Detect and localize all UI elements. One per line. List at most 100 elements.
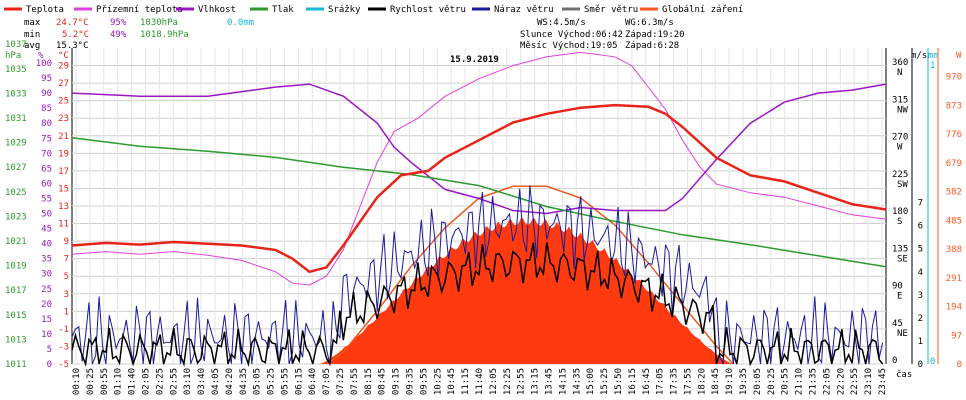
radiation-tick: 582 (946, 188, 962, 198)
humidity-tick: 100 (36, 59, 52, 69)
x-tick: 05:05 (253, 368, 263, 395)
wind-tick: 3 (918, 291, 923, 301)
radiation-tick: 485 (946, 216, 962, 226)
x-tick: 13:45 (544, 368, 554, 395)
legend-label: Náraz větru (494, 5, 554, 15)
ground-temp-line (71, 51, 887, 286)
temperature-tick: 5 (64, 272, 69, 282)
humidity-tick: 50 (41, 210, 52, 220)
humidity-tick: 10 (41, 330, 52, 340)
legend-label: Přízemní teplota (96, 5, 183, 15)
humidity-tick: 90 (41, 89, 52, 99)
temperature-tick: 19 (58, 149, 69, 159)
x-tick: 03:40 (197, 368, 207, 395)
x-tick: 18:45 (711, 368, 721, 395)
x-tick: 02:25 (155, 368, 165, 395)
humidity-tick: 65 (41, 164, 52, 174)
wind-dir-tick: 0 (892, 356, 897, 366)
info-moon-set: Západ:6:28 (625, 41, 679, 51)
legend-label: Vlhkost (198, 5, 236, 15)
stat-max-label: max (24, 18, 41, 28)
x-tick: 10:45 (447, 368, 457, 395)
x-tick: 20:25 (767, 368, 777, 395)
x-tick: 05:55 (280, 368, 290, 395)
x-tick: 06:15 (294, 368, 304, 395)
wind-dir-label: SW (897, 180, 908, 190)
wind-dir-label: E (897, 292, 902, 302)
x-tick: 11:15 (461, 368, 471, 395)
wind-dir-tick: 90 (892, 282, 903, 292)
x-tick: 08:15 (364, 368, 374, 395)
wind-dir-tick: 315 (892, 95, 908, 105)
wind-dir-label: W (897, 143, 903, 153)
x-tick: 02:05 (141, 368, 151, 395)
legend-label: Tlak (272, 5, 294, 15)
x-tick: 21:35 (809, 368, 819, 395)
temperature-tick: 23 (58, 114, 69, 124)
x-tick: 09:15 (392, 368, 402, 395)
legend-label: Globální záření (662, 5, 743, 15)
info-wg: WG:6.3m/s (625, 18, 674, 28)
pressure-tick: 1033 (5, 89, 27, 99)
radiation-tick: 0 (957, 360, 962, 370)
temperature-tick: 27 (58, 79, 69, 89)
humidity-tick: 70 (41, 149, 52, 159)
axes: hPa% °C1037103510331031102910271025102310… (5, 40, 962, 395)
x-tick: 23:10 (864, 368, 874, 395)
pressure-tick: 1021 (5, 237, 27, 247)
wind-tick: 2 (918, 314, 923, 324)
x-tick: 15:50 (614, 368, 624, 395)
x-tick: 06:40 (308, 368, 318, 395)
x-tick: 11:40 (475, 368, 485, 395)
x-tick: 00:55 (100, 368, 110, 395)
x-tick: 12:55 (517, 368, 527, 395)
stat-min-hum: 49% (110, 30, 127, 40)
x-tick: 07:55 (350, 368, 360, 395)
legend-label: Teplota (26, 5, 64, 15)
humidity-tick: 80 (41, 119, 52, 129)
wind-dir-tick: 45 (892, 319, 903, 329)
pressure-tick: 1029 (5, 139, 27, 149)
x-tick: 16:15 (628, 368, 638, 395)
pressure-tick: 1015 (5, 311, 27, 321)
stat-avg-label: avg (24, 41, 40, 51)
stat-min-press: 1018.9hPa (140, 30, 189, 40)
radiation-tick: 388 (946, 245, 962, 255)
humidity-tick: 35 (41, 255, 52, 265)
temperature-tick: 3 (64, 290, 69, 300)
x-tick: 14:35 (572, 368, 582, 395)
radiation-tick: 776 (946, 130, 962, 140)
info-sun-set: Západ:19:20 (625, 30, 685, 40)
wind-dir-label: NE (897, 329, 908, 339)
temperature-tick: 29 (58, 62, 69, 72)
wind-dir-label: NW (897, 105, 908, 115)
pressure-tick: 1017 (5, 286, 27, 296)
temperature-tick: -3 (58, 342, 69, 352)
legend-label: Rychlost větru (390, 5, 466, 15)
x-tick: 23:45 (878, 368, 888, 395)
x-tick: 10:25 (433, 368, 443, 395)
temperature-line (71, 103, 887, 274)
wind-tick: 7 (918, 199, 923, 209)
humidity-tick: 30 (41, 270, 52, 280)
legend-label: Srážky (328, 5, 361, 15)
x-tick: 16:45 (642, 368, 652, 395)
wind-dir-label: SE (897, 254, 908, 264)
pressure-tick: 1011 (5, 360, 27, 370)
x-tick: 19:35 (739, 368, 749, 395)
pressure-line (71, 136, 887, 268)
wind-axis-unit: m/s (911, 51, 927, 61)
info-moon: Měsíc Východ:19:05 (520, 41, 618, 51)
x-tick: 15:00 (586, 368, 596, 395)
wind-speed-line (71, 242, 884, 367)
x-tick: 09:55 (419, 368, 429, 395)
humidity-tick: 55 (41, 194, 52, 204)
temperature-tick: 13 (58, 202, 69, 212)
x-tick: 05:25 (267, 368, 277, 395)
x-tick: 12:25 (503, 368, 513, 395)
wind-tick: 4 (918, 268, 923, 278)
wind-dir-tick: 135 (892, 244, 908, 254)
wind-dir-label: S (897, 217, 902, 227)
x-tick: 17:05 (656, 368, 666, 395)
info-ws: WS:4.5m/s (537, 18, 586, 28)
